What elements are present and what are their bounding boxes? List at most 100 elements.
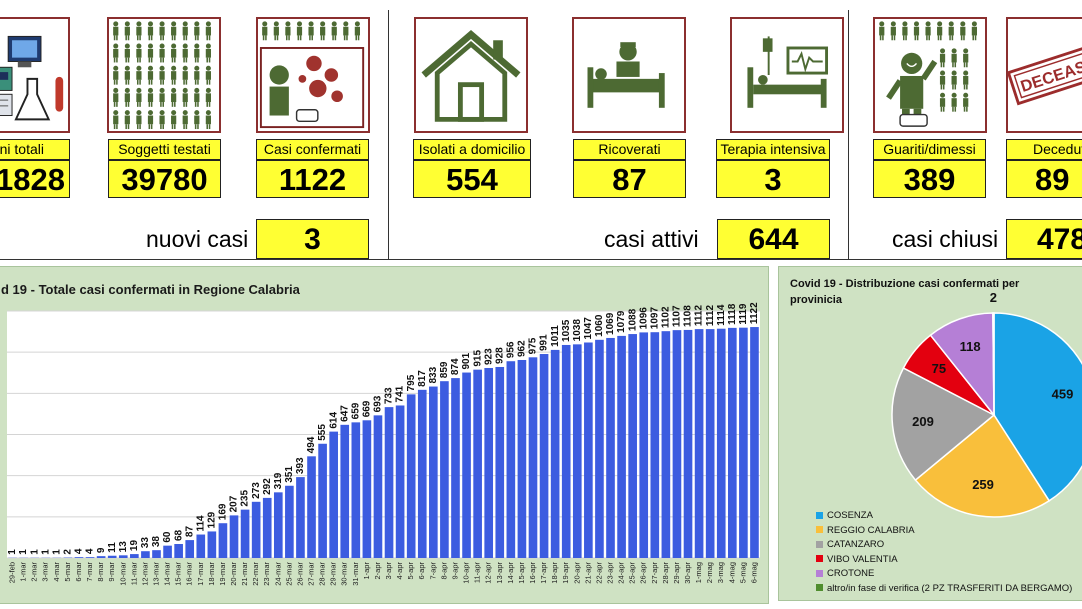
guariti-card — [873, 17, 987, 133]
x-tick-label: 29-apr — [672, 562, 681, 584]
bar — [218, 523, 228, 558]
bar-value-label: 1118 — [727, 303, 738, 325]
bar — [85, 557, 95, 558]
closed-cases-value: 478 — [1006, 219, 1082, 259]
pie-chart-panel: Covid 19 - Distribuzione casi confermati… — [778, 266, 1082, 601]
bar — [628, 334, 637, 558]
x-tick-label: 2-apr — [373, 562, 382, 580]
x-tick-label: 18-apr — [550, 562, 559, 584]
bar-value-label: 393 — [295, 457, 306, 474]
x-tick-label: 8-apr — [439, 562, 448, 580]
bar-value-label: 1 — [40, 549, 51, 555]
x-tick-label: 6-apr — [417, 562, 426, 580]
bar-value-label: 1011 — [550, 325, 561, 347]
bar-value-label: 2 — [63, 549, 74, 555]
bar — [528, 357, 538, 558]
pie-chart-title-line2: provinicia — [790, 294, 843, 306]
bar-value-label: 60 — [162, 531, 173, 543]
legend-item: CATANZARO — [816, 538, 1072, 553]
bar — [373, 415, 383, 558]
bar — [672, 330, 682, 558]
x-tick-label: 20-apr — [572, 562, 581, 584]
bar-value-label: 1112 — [694, 305, 705, 327]
bar-value-label: 68 — [173, 529, 184, 541]
pie-value-label: 259 — [972, 477, 994, 492]
bar — [340, 424, 350, 558]
bar — [462, 372, 471, 558]
bar — [262, 497, 272, 558]
bar — [727, 327, 737, 558]
pie-value-label: 209 — [912, 414, 934, 429]
x-tick-label: 14-apr — [506, 562, 515, 584]
bar — [196, 534, 206, 558]
x-tick-label: 6-mag — [749, 562, 758, 583]
x-tick-label: 26-mar — [295, 562, 304, 586]
bar — [229, 515, 239, 558]
stat-label: Terapia intensiva — [716, 139, 830, 160]
bar — [96, 556, 106, 558]
bar — [595, 339, 604, 558]
legend-label: VIBO VALENTIA — [827, 553, 898, 565]
x-tick-label: 30-apr — [683, 562, 692, 584]
bar-value-label: 928 — [494, 347, 505, 364]
legend-label: altro/in fase di verifica (2 PZ TRASFERI… — [827, 582, 1073, 594]
bar — [362, 420, 372, 558]
x-tick-label: 16-mar — [185, 562, 194, 586]
bar-value-label: 9 — [96, 547, 107, 553]
new-cases-value: 3 — [256, 219, 369, 259]
x-tick-label: 3-mar — [41, 562, 50, 582]
x-tick-label: 20-mar — [229, 562, 238, 586]
stat-value: 389 — [873, 160, 986, 198]
x-tick-label: 10-mar — [118, 562, 127, 586]
bar-value-label: 669 — [362, 400, 373, 417]
stat-label: Isolati a domicilio — [413, 139, 531, 160]
deceduti-card: DECEASED — [1006, 17, 1082, 133]
x-tick-label: 13-apr — [495, 562, 504, 584]
infection-icon — [259, 21, 365, 129]
bar-value-label: 1069 — [605, 312, 616, 335]
bar — [130, 554, 139, 558]
x-tick-label: 3-apr — [384, 562, 393, 580]
bar-value-label: 1 — [29, 549, 40, 555]
lab-card — [0, 17, 70, 133]
stat-value: 87 — [573, 160, 686, 198]
bar — [561, 344, 571, 558]
bar — [107, 555, 117, 558]
x-tick-label: 12-apr — [484, 562, 493, 584]
x-tick-label: 2-mar — [30, 562, 39, 582]
active-cases-value: 644 — [717, 219, 830, 259]
x-tick-label: 2-mag — [705, 562, 714, 583]
bar — [584, 342, 593, 558]
bar-chart-panel: d 19 - Totale casi confermati in Regione… — [0, 266, 769, 604]
pie-value-label: 75 — [932, 361, 946, 376]
x-tick-label: 26-apr — [639, 562, 648, 584]
bar-value-label: 87 — [184, 526, 195, 538]
bar-value-label: 555 — [317, 424, 328, 441]
legend-item: altro/in fase di verifica (2 PZ TRASFERI… — [816, 582, 1072, 597]
bar-value-label: 319 — [273, 472, 284, 489]
pie-value-label: 459 — [1052, 386, 1074, 401]
stat-label: poni totali — [0, 139, 70, 160]
bar-value-label: 1122 — [749, 302, 760, 324]
stat-value: 39780 — [108, 160, 221, 198]
x-tick-label: 28-mar — [318, 562, 327, 586]
legend-label: COSENZA — [827, 510, 873, 521]
bar-value-label: 1107 — [672, 305, 683, 327]
terapia-card — [730, 17, 844, 133]
pie-slice — [993, 312, 1082, 502]
bar-value-label: 923 — [483, 348, 494, 365]
bar — [207, 531, 217, 558]
bar-value-label: 1047 — [583, 317, 594, 340]
bar-value-label: 19 — [129, 540, 140, 552]
bar-value-label: 859 — [439, 361, 450, 378]
bar — [118, 555, 128, 558]
bar-value-label: 1108 — [683, 305, 694, 327]
stat-value: 1828 — [0, 160, 70, 198]
bar-value-label: 659 — [350, 402, 361, 419]
bar-value-label: 292 — [262, 478, 273, 495]
legend-item: REGGIO CALABRIA — [816, 524, 1072, 539]
bar — [440, 381, 449, 558]
lab-icon — [0, 35, 64, 121]
new-cases-label: nuovi casi — [146, 226, 249, 252]
bar — [650, 332, 660, 558]
